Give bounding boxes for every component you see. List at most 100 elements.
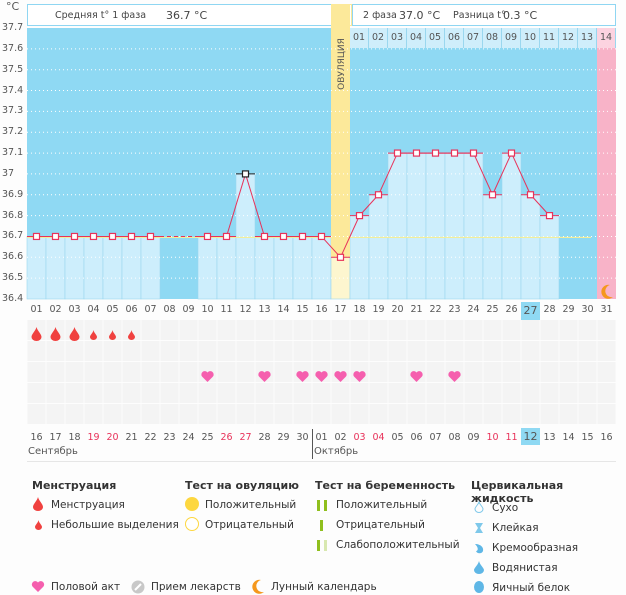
cycle-day-label[interactable]: 26 — [505, 304, 518, 315]
calendar-date[interactable]: 22 — [144, 432, 157, 443]
calendar-date[interactable]: 21 — [125, 432, 138, 443]
month-label-october: Октябрь — [314, 446, 359, 457]
temperature-bar — [26, 236, 47, 300]
cycle-day-label[interactable]: 14 — [277, 304, 290, 315]
watery-icon — [474, 561, 484, 574]
temperature-bar — [482, 194, 503, 300]
temperature-line-segment — [511, 152, 531, 195]
temperature-line-segment — [473, 152, 493, 195]
cycle-day-label[interactable]: 12 — [239, 304, 252, 315]
cycle-day-label[interactable]: 06 — [125, 304, 138, 315]
symptom-cell — [540, 320, 559, 340]
calendar-date[interactable]: 24 — [182, 432, 195, 443]
calendar-date[interactable]: 19 — [87, 432, 100, 443]
symptom-cell — [540, 404, 559, 424]
cycle-day-label[interactable]: 29 — [562, 304, 575, 315]
calendar-date[interactable]: 01 — [315, 432, 328, 443]
calendar-date[interactable]: 08 — [448, 432, 461, 443]
calendar-date[interactable]: 11 — [505, 432, 518, 443]
cycle-day-label[interactable]: 31 — [600, 304, 613, 315]
temperature-point — [431, 149, 440, 157]
cycle-day-label[interactable]: 24 — [467, 304, 480, 315]
temperature-bar — [140, 236, 161, 300]
calendar-date[interactable]: 16 — [600, 432, 613, 443]
calendar-date[interactable]: 28 — [258, 432, 271, 443]
cycle-day-label[interactable]: 17 — [334, 304, 347, 315]
calendar-date[interactable]: 13 — [543, 432, 556, 443]
symptom-cell — [483, 341, 502, 361]
calendar-date[interactable]: 18 — [68, 432, 81, 443]
calendar-date[interactable]: 20 — [106, 432, 119, 443]
calendar-date[interactable]: 17 — [49, 432, 62, 443]
symptom-cell — [578, 362, 597, 382]
cycle-day-label[interactable]: 30 — [581, 304, 594, 315]
symptom-cell — [255, 383, 274, 403]
calendar-date[interactable]: 03 — [353, 432, 366, 443]
calendar-date[interactable]: 04 — [372, 432, 385, 443]
legend-ovulation-title: Тест на овуляцию — [185, 479, 299, 492]
calendar-date[interactable]: 06 — [410, 432, 423, 443]
calendar-date[interactable]: 27 — [239, 432, 252, 443]
temperature-point — [32, 232, 41, 241]
calendar-date[interactable]: 30 — [296, 432, 309, 443]
calendar-date[interactable]: 26 — [220, 432, 233, 443]
temperature-point — [450, 149, 459, 157]
symptom-cell — [502, 362, 521, 382]
y-tick-label: 37.6 — [2, 42, 24, 54]
moon-icon — [601, 284, 613, 299]
cycle-day-label[interactable]: 21 — [410, 304, 423, 315]
calendar-date[interactable]: 02 — [334, 432, 347, 443]
cycle-day-label[interactable]: 13 — [258, 304, 271, 315]
cycle-day-label[interactable]: 19 — [372, 304, 385, 315]
intercourse-heart-icon — [296, 371, 309, 382]
calendar-date[interactable]: 15 — [581, 432, 594, 443]
phase2-day-label: 06 — [445, 28, 464, 48]
cycle-day-label[interactable]: 04 — [87, 304, 100, 315]
y-tick-label: 36.7 — [2, 230, 24, 242]
phase2-day-label: 02 — [369, 28, 388, 48]
calendar-date[interactable]: 25 — [201, 432, 214, 443]
symptom-cell — [331, 404, 350, 424]
cycle-day-label[interactable]: 02 — [49, 304, 62, 315]
calendar-date[interactable]: 10 — [486, 432, 499, 443]
cycle-day-label[interactable]: 01 — [30, 304, 43, 315]
symptom-cell — [312, 341, 331, 361]
cycle-day-label[interactable]: 09 — [182, 304, 195, 315]
cycle-day-label[interactable]: 28 — [543, 304, 556, 315]
temperature-bar — [235, 173, 256, 300]
cycle-day-label[interactable]: 20 — [391, 304, 404, 315]
cycle-day-label[interactable]: 18 — [353, 304, 366, 315]
symptom-cell — [198, 404, 217, 424]
temperature-point — [260, 232, 269, 241]
calendar-date[interactable]: 05 — [391, 432, 404, 443]
cycle-day-label[interactable]: 07 — [144, 304, 157, 315]
cycle-day-label[interactable]: 03 — [68, 304, 81, 315]
cycle-day-label[interactable]: 10 — [201, 304, 214, 315]
legend-pregnancy-positive: Положительный — [336, 499, 428, 511]
calendar-date[interactable]: 23 — [163, 432, 176, 443]
symptom-cell — [578, 341, 597, 361]
symptom-cell — [65, 341, 84, 361]
calendar-date[interactable]: 29 — [277, 432, 290, 443]
calendar-date[interactable]: 07 — [429, 432, 442, 443]
calendar-date[interactable]: 12 — [521, 428, 540, 445]
cycle-day-label[interactable]: 25 — [486, 304, 499, 315]
cycle-day-label[interactable]: 23 — [448, 304, 461, 315]
calendar-date[interactable]: 14 — [562, 432, 575, 443]
cycle-day-label[interactable]: 05 — [106, 304, 119, 315]
cycle-day-label[interactable]: 22 — [429, 304, 442, 315]
y-tick-label: 37.4 — [2, 84, 24, 96]
symptom-cell — [312, 320, 331, 340]
calendar-date[interactable]: 09 — [467, 432, 480, 443]
cycle-day-label[interactable]: 15 — [296, 304, 309, 315]
symptom-cell — [388, 341, 407, 361]
cycle-day-label[interactable]: 11 — [220, 304, 233, 315]
cycle-day-label[interactable]: 08 — [163, 304, 176, 315]
legend-watery: Водянистая — [492, 562, 558, 574]
pregnancy-faint-icon-bar — [324, 540, 327, 551]
cycle-day-label[interactable]: 16 — [315, 304, 328, 315]
y-tick-label: 37.7 — [2, 22, 24, 33]
calendar-date[interactable]: 16 — [30, 432, 43, 443]
cycle-day-label[interactable]: 27 — [521, 302, 540, 320]
